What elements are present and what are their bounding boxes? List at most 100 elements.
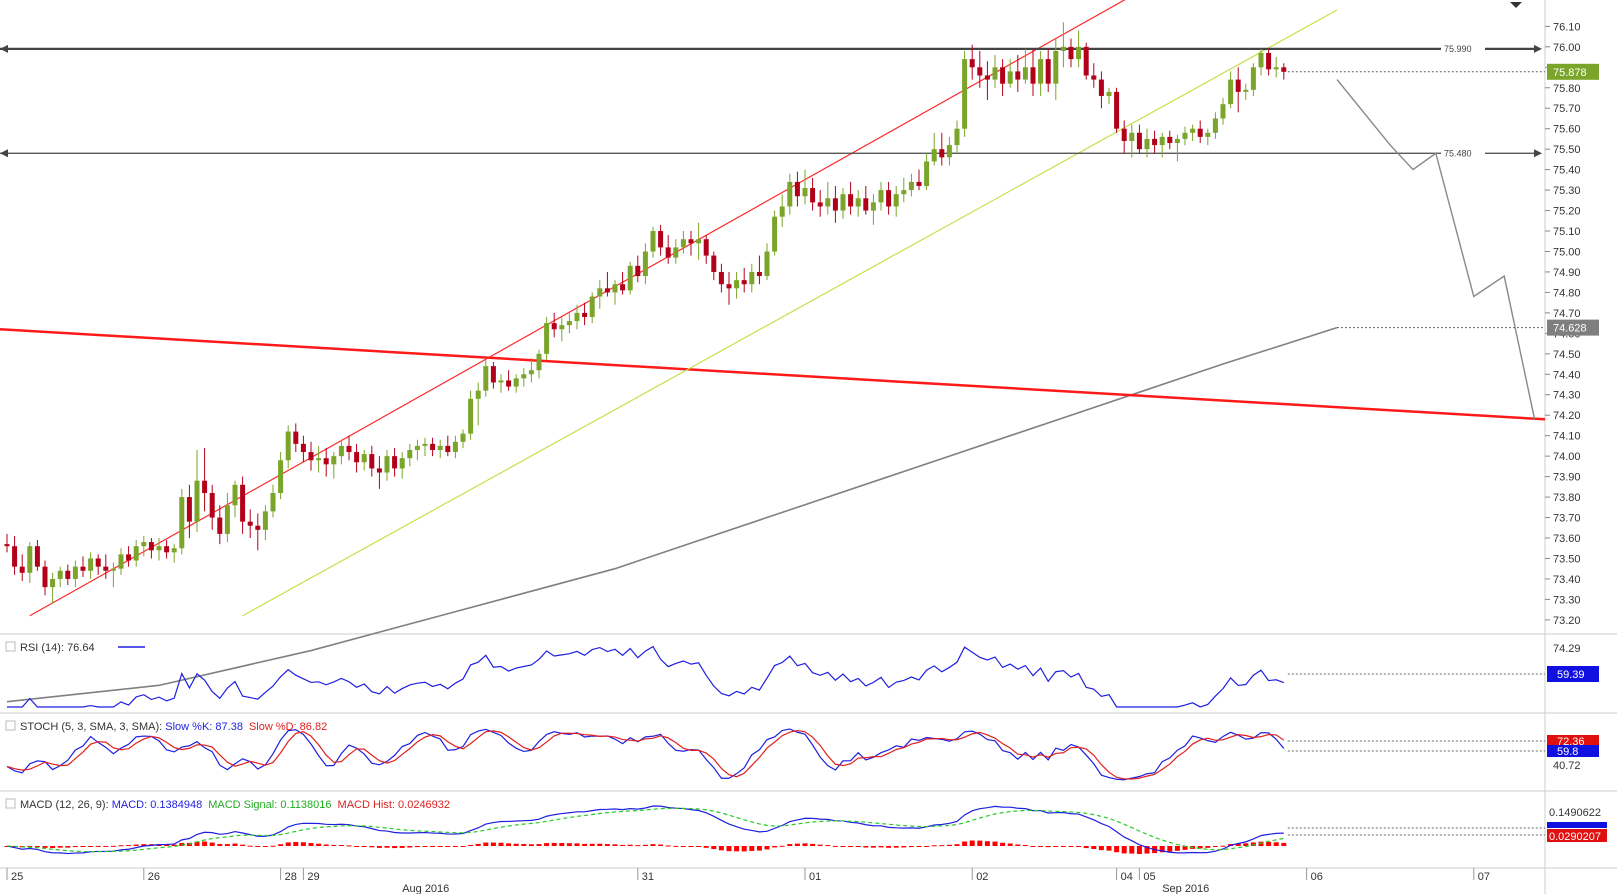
candle-body [316, 458, 322, 461]
channel-upper-line [29, 0, 1126, 617]
candle-body [1129, 132, 1135, 141]
price-tick-label: 74.90 [1553, 267, 1581, 279]
macd-hist-bar [1022, 844, 1028, 846]
macd-hist-bar [620, 844, 626, 846]
candle-body [1045, 59, 1051, 84]
macd-hist-badge [1547, 829, 1607, 842]
macd-hist-bar [863, 846, 869, 848]
macd-line-label: MACD: 0.1384948 [112, 799, 203, 811]
stoch-panel[interactable]: STOCH (5, 3, SMA, 3, SMA): Slow %K: 87.3… [5, 720, 1599, 781]
candle-body [407, 450, 413, 459]
price-tick-label: 75.10 [1553, 226, 1581, 238]
macd-hist-bar [1167, 846, 1173, 852]
candle-body [285, 431, 291, 461]
macd-hist-bar [346, 845, 352, 847]
macd-hist-bar [483, 842, 489, 846]
price-panel[interactable] [0, 0, 1545, 634]
candle-body [262, 511, 268, 530]
macd-hist-bar [407, 846, 413, 848]
chevron-down-icon[interactable] [1510, 2, 1522, 8]
macd-hist-bar [832, 845, 838, 847]
macd-hist-bar [551, 842, 557, 846]
macd-hist-bar [194, 841, 200, 846]
candle-body [1197, 128, 1203, 137]
macd-hist-bar [1220, 845, 1226, 847]
candle-body [749, 271, 755, 285]
macd-hist-bar [278, 844, 284, 846]
macd-hist-bar [779, 845, 785, 847]
candle-body [1250, 67, 1256, 90]
price-tick-label: 76.10 [1553, 21, 1581, 33]
candle-body [825, 198, 831, 207]
candle-body [962, 59, 968, 129]
candle-body [308, 452, 314, 461]
stoch-d-line [6, 729, 1285, 780]
macd-hist-bar [1114, 846, 1120, 853]
macd-hist-bar [984, 841, 990, 846]
candle-body [490, 366, 496, 383]
macd-line [6, 805, 1284, 855]
macd-hist-bar [658, 844, 664, 846]
rsi-panel[interactable]: RSI (14): 76.64 74.2953.1359.39 [5, 641, 1599, 708]
macd-hist-bar [369, 846, 375, 848]
macd-panel[interactable]: MACD (12, 26, 9): MACD: 0.1384948 MACD Si… [4, 798, 1608, 855]
price-tick-label: 76.00 [1553, 42, 1581, 54]
macd-hist-bar [901, 846, 907, 848]
macd-hist-bar [1266, 841, 1272, 846]
stoch-toggle-icon[interactable] [5, 720, 16, 731]
price-badge [1547, 63, 1599, 80]
macd-hist-bar [810, 843, 816, 846]
candle-body [171, 548, 177, 553]
macd-hist-bar [840, 846, 846, 847]
macd-toggle-icon[interactable] [5, 798, 16, 809]
macd-hist-bar [582, 843, 588, 846]
candle-body [110, 568, 116, 571]
candle-body [483, 366, 489, 391]
macd-hist-bar [1250, 842, 1256, 846]
macd-hist-bar [468, 844, 474, 846]
macd-hist-bar [422, 846, 428, 847]
macd-hist-bar [612, 844, 618, 846]
candle-body [908, 181, 914, 191]
candle-body [635, 265, 641, 277]
rsi-toggle-icon[interactable] [5, 641, 16, 652]
macd-hist-bar [217, 844, 223, 846]
price-tick-label: 73.60 [1553, 533, 1581, 545]
candle-body [164, 546, 170, 553]
candle-body [445, 445, 451, 453]
candle-body [1098, 79, 1104, 96]
macd-hist-bar [118, 845, 124, 847]
candle-body [696, 239, 702, 244]
candle-body [34, 546, 40, 567]
macd-hist-bar [1281, 842, 1287, 846]
candle-body [1076, 46, 1082, 60]
macd-hist-bar [908, 846, 914, 848]
macd-hist-bar [57, 846, 63, 848]
candle-body [376, 468, 382, 473]
candle-body [331, 456, 337, 465]
level-arrow-right [1534, 149, 1542, 158]
stoch-legend: STOCH (5, 3, SMA, 3, SMA): Slow %K: 87.3… [20, 721, 327, 733]
macd-hist-bar [323, 844, 329, 846]
candle-body [460, 433, 466, 442]
macd-hist-bar [1106, 846, 1112, 851]
price-tick-label: 75.40 [1553, 165, 1581, 177]
macd-hist-bar [141, 844, 147, 846]
candle-body [901, 190, 907, 195]
macd-hist-bar [665, 845, 671, 847]
stoch-badge [1547, 735, 1599, 747]
price-tick-label: 74.10 [1553, 431, 1581, 443]
macd-hist-bar [1174, 846, 1180, 851]
candle-body [946, 145, 952, 158]
macd-hist-bar [673, 845, 679, 847]
candle-body [726, 284, 732, 289]
level-arrow-left [0, 149, 8, 158]
macd-hist-bar [42, 846, 48, 848]
candle-body [810, 188, 816, 203]
macd-hist-bar [992, 841, 998, 846]
macd-hist-bar [741, 846, 747, 852]
macd-hist-bar [27, 846, 33, 847]
candle-body [1114, 91, 1120, 129]
time-tick-label: 07 [1478, 871, 1490, 883]
